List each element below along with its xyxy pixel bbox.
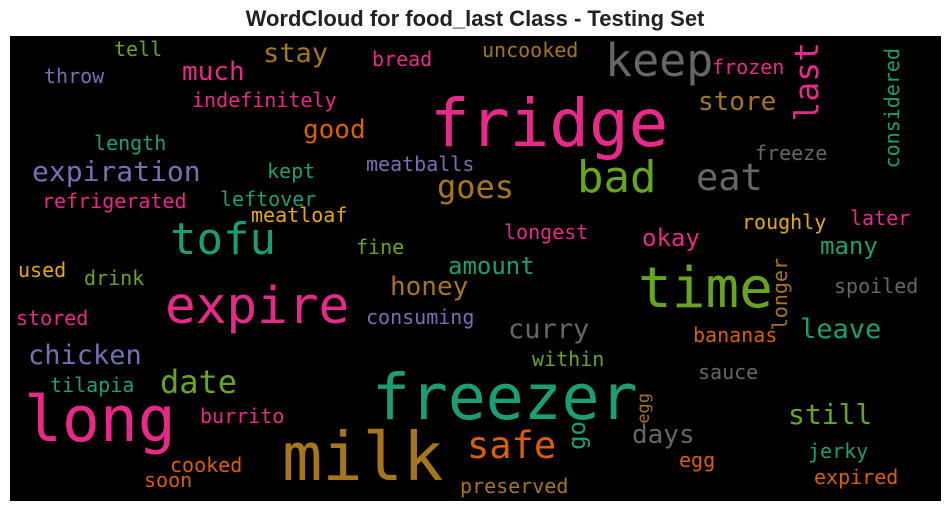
word-honey: honey (390, 272, 469, 302)
word-bad: bad (577, 152, 657, 203)
word-consuming: consuming (366, 305, 475, 329)
word-stay: stay (263, 38, 329, 69)
word-fridge: fridge (430, 85, 669, 162)
word-last: last (787, 42, 826, 122)
word-egg: egg (634, 393, 654, 424)
word-goes: goes (437, 168, 515, 206)
word-longer: longer (768, 258, 792, 331)
word-cooked: cooked (170, 453, 243, 477)
word-chicken: chicken (28, 340, 142, 371)
word-burrito: burrito (200, 404, 285, 428)
word-length: length (94, 131, 167, 155)
word-milk: milk (282, 418, 444, 496)
word-expired: expired (814, 465, 899, 489)
word-spoiled: spoiled (834, 274, 919, 298)
word-stored: stored (16, 306, 89, 330)
word-sauce: sauce (698, 360, 759, 384)
word-indefinitely: indefinitely (192, 88, 337, 112)
word-expiration: expiration (32, 155, 201, 188)
word-keep: keep (605, 36, 714, 87)
word-used: used (18, 258, 67, 282)
word-long: long (24, 383, 176, 456)
word-okay: okay (642, 224, 700, 252)
word-longest: longest (504, 220, 589, 244)
word-roughly: roughly (742, 210, 827, 234)
word-still: still (788, 398, 873, 431)
word-good: good (303, 115, 366, 145)
chart-title: WordCloud for food_last Class - Testing … (245, 6, 705, 31)
word-much: much (182, 57, 245, 87)
word-store: store (698, 87, 777, 117)
word-leftover: leftover (220, 187, 317, 211)
word-amount: amount (448, 252, 535, 280)
word-kept: kept (267, 159, 316, 183)
word-eat: eat (696, 156, 763, 199)
word-freezer: freezer (372, 361, 638, 434)
word-jerky: jerky (808, 439, 869, 463)
word-soon: soon (144, 468, 193, 492)
word-considered: considered (880, 48, 904, 169)
word-tilapia: tilapia (50, 373, 135, 397)
word-expire: expire (165, 277, 350, 336)
word-date: date (160, 363, 238, 401)
word-cloud: fridge freezer milk long time expire keep bad to… (10, 36, 941, 501)
word-refrigerated: refrigerated (42, 189, 187, 213)
word-tell: tell (114, 37, 163, 61)
word-go: go (563, 421, 591, 450)
word-uncooked: uncooked (482, 38, 579, 62)
word-time: time (638, 256, 773, 321)
word-freeze: freeze (755, 141, 828, 165)
word-days: days (632, 420, 695, 450)
word-bread: bread (372, 47, 433, 71)
word-fine: fine (356, 235, 405, 259)
word-egg-2: egg (679, 448, 716, 472)
word-within: within (532, 347, 605, 371)
word-drink: drink (84, 266, 145, 290)
word-later: later (850, 206, 911, 230)
word-meatballs: meatballs (366, 152, 475, 176)
word-leave: leave (800, 314, 882, 345)
word-preserved: preserved (460, 474, 569, 498)
word-bananas: bananas (693, 323, 778, 347)
word-many: many (820, 232, 878, 260)
word-throw: throw (44, 64, 105, 88)
word-curry: curry (508, 314, 590, 345)
word-frozen: frozen (712, 55, 785, 79)
word-tofu: tofu (170, 214, 276, 265)
word-meatloaf: meatloaf (251, 203, 348, 227)
word-safe: safe (467, 424, 557, 467)
